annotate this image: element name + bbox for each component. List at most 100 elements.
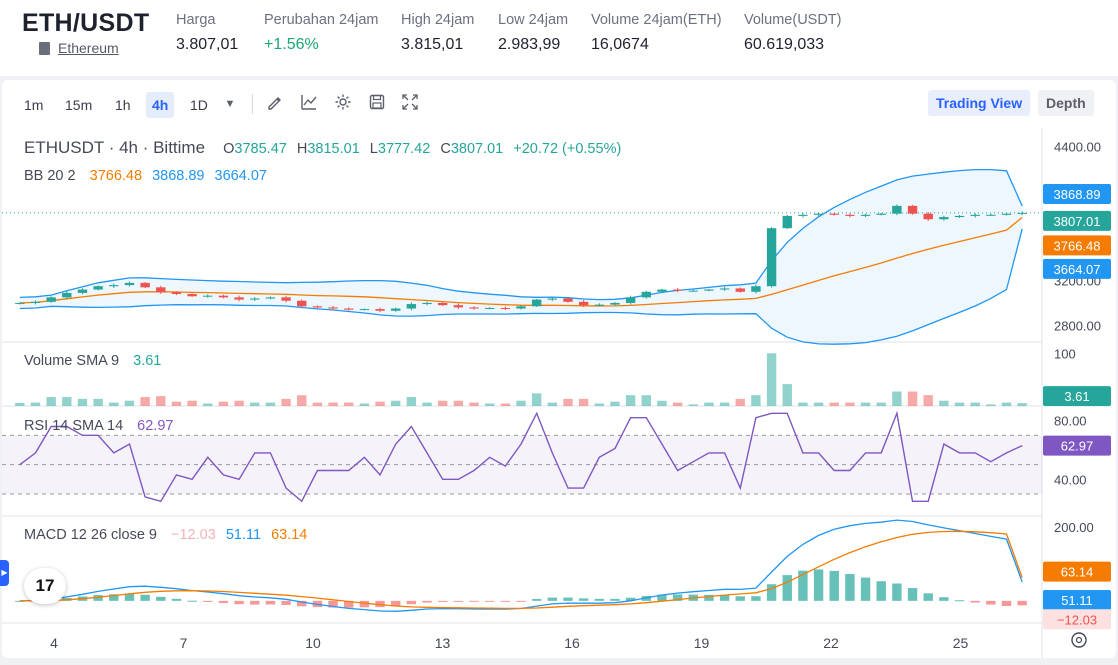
candle-body (1017, 212, 1027, 214)
bb-lower-badge-bg (1043, 258, 1111, 279)
rsi-tick-label: 80.00 (1054, 414, 1087, 429)
volume-label: Volume SMA 9 (24, 353, 120, 369)
candle-body (688, 290, 698, 292)
bb-upper-badge: 3868.89 (1054, 187, 1101, 202)
volume-bar (281, 398, 291, 406)
macd-histogram-bar (970, 600, 980, 603)
candle-body (46, 297, 56, 302)
volume-tick-label: 100 (1054, 346, 1076, 361)
axis-gear-icon-hub (1075, 636, 1083, 644)
stat-value: 16,0674 (591, 36, 649, 53)
candlestick-chart[interactable]: 4400.003200.002800.0010080.0040.00200.00… (2, 128, 1116, 658)
candle-body (484, 307, 495, 309)
macd-histogram-bar (140, 594, 150, 601)
timeframe-1h[interactable]: 1h (115, 97, 131, 113)
macd-tick-label: 200.00 (1054, 520, 1094, 535)
ohlc-open: 3785.47 (234, 141, 287, 157)
bb-basis-value: 3766.48 (89, 168, 143, 184)
fullscreen-icon[interactable] (399, 93, 421, 115)
candle-body (30, 301, 41, 303)
pair-title: ETH/USDT (22, 9, 150, 37)
candle-body (250, 298, 260, 300)
macd-histogram-bar (469, 600, 479, 602)
pen-icon[interactable] (264, 93, 286, 115)
macd-histogram-bar (484, 600, 495, 602)
candle-body (751, 286, 761, 292)
macd-histogram-bar (923, 593, 933, 601)
save-icon[interactable] (366, 93, 388, 115)
candle-body (704, 289, 714, 291)
price-legend: ETHUSDT · 4h · Bittime O3785.47 H3815.01… (24, 138, 621, 158)
asset-link-row[interactable]: Ethereum (39, 40, 119, 56)
macd-histogram-bar (986, 600, 996, 605)
volume-bar (829, 402, 839, 406)
volume-bar (218, 401, 229, 406)
price-tick-label: 4400.00 (1054, 140, 1101, 155)
indicator-icon[interactable] (298, 93, 320, 115)
candle-body (610, 302, 620, 305)
macd-histogram-bar (453, 600, 464, 602)
bb-legend: BB 20 2 3766.48 3868.89 3664.07 (24, 168, 267, 184)
chevron-right-icon[interactable]: ▶ (0, 560, 9, 586)
depth-button[interactable]: Depth (1038, 90, 1094, 116)
macd-histogram-bar (719, 595, 730, 601)
timeframe-1m[interactable]: 1m (24, 97, 44, 113)
volume-bar (312, 402, 323, 406)
macd-histogram-bar (625, 597, 636, 601)
tradingview-logo[interactable]: 17 (24, 568, 66, 604)
candle-body (907, 205, 918, 214)
trading-view-button[interactable]: Trading View (928, 90, 1031, 116)
timeframe-15m[interactable]: 15m (65, 97, 93, 113)
chevron-down-icon[interactable]: ▼ (224, 98, 236, 110)
volume-bar (30, 402, 41, 406)
last-price-badge-bg (1043, 210, 1111, 231)
asset-name-link[interactable]: Ethereum (58, 40, 119, 56)
macd-histogram-bar (547, 597, 558, 601)
bb-lower-line (19, 228, 1023, 345)
candle-body (813, 213, 824, 215)
macd-legend: MACD 12 26 close 9 −12.03 51.11 63.14 (24, 527, 307, 543)
macd-line-value: 51.11 (225, 527, 262, 543)
macd-histogram-bar (766, 584, 777, 601)
rsi-value: 62.97 (137, 418, 174, 434)
volume-bar (986, 404, 996, 406)
candle-body (954, 215, 965, 218)
macd-histogram-bar (563, 597, 573, 601)
candle-body (594, 304, 605, 306)
stat-value: 3.815,01 (401, 36, 464, 53)
gear-icon[interactable] (332, 93, 354, 115)
volume-bar (453, 400, 464, 406)
ohlc-low-label: L (369, 141, 378, 157)
volume-bar (735, 398, 745, 406)
bb-lower-badge: 3664.07 (1054, 262, 1101, 277)
candle-body (829, 213, 839, 215)
macd-histogram-bar (782, 575, 792, 601)
chart-toolbar: 1m 15m 1h 4h 1D ▼ Trading View Depth (2, 80, 1116, 126)
candle-body (437, 302, 448, 306)
macd-histogram-bar (281, 600, 291, 605)
volume-bar (641, 395, 651, 406)
toolbar-divider (252, 94, 253, 114)
candle-body (187, 294, 197, 297)
timeframe-4h[interactable]: 4h (146, 92, 175, 118)
volume-bar (1017, 403, 1027, 406)
bb-lower-value: 3664.07 (214, 168, 267, 184)
timeframe-1d[interactable]: 1D (190, 97, 208, 113)
macd-histogram-bar (250, 600, 260, 605)
candle-body (359, 309, 370, 311)
macd-histogram-bar (798, 570, 808, 601)
candle-body (1001, 213, 1012, 215)
candle-body (344, 308, 354, 310)
volume-bar (954, 402, 965, 406)
volume-bar (578, 398, 589, 406)
candle-body (453, 305, 464, 308)
volume-bar (234, 400, 244, 406)
candle-body (203, 295, 213, 297)
macd-histogram-bar (704, 594, 714, 601)
candle-body (77, 289, 88, 293)
macd-histogram-bar (1001, 600, 1012, 606)
candle-body (500, 307, 511, 309)
volume-bar (359, 403, 370, 406)
volume-value: 3.61 (133, 353, 162, 369)
volume-bar (15, 402, 25, 406)
